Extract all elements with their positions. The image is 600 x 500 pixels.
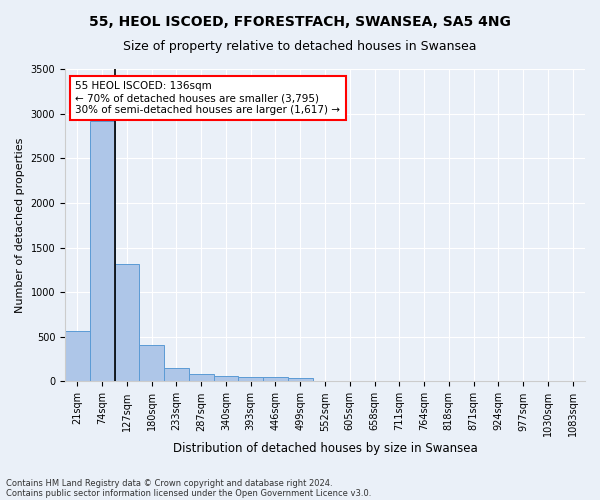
Y-axis label: Number of detached properties: Number of detached properties <box>15 138 25 313</box>
Bar <box>139 345 164 382</box>
Bar <box>189 374 214 382</box>
Bar <box>263 378 288 382</box>
Bar <box>238 376 263 382</box>
Text: Size of property relative to detached houses in Swansea: Size of property relative to detached ho… <box>123 40 477 53</box>
X-axis label: Distribution of detached houses by size in Swansea: Distribution of detached houses by size … <box>173 442 478 455</box>
Text: 55, HEOL ISCOED, FFORESTFACH, SWANSEA, SA5 4NG: 55, HEOL ISCOED, FFORESTFACH, SWANSEA, S… <box>89 15 511 29</box>
Bar <box>65 330 90 382</box>
Bar <box>288 378 313 382</box>
Text: 55 HEOL ISCOED: 136sqm
← 70% of detached houses are smaller (3,795)
30% of semi-: 55 HEOL ISCOED: 136sqm ← 70% of detached… <box>76 82 340 114</box>
Bar <box>115 264 139 382</box>
Bar <box>90 121 115 382</box>
Text: Contains HM Land Registry data © Crown copyright and database right 2024.: Contains HM Land Registry data © Crown c… <box>6 478 332 488</box>
Text: Contains public sector information licensed under the Open Government Licence v3: Contains public sector information licen… <box>6 488 371 498</box>
Bar <box>214 376 238 382</box>
Bar <box>164 368 189 382</box>
